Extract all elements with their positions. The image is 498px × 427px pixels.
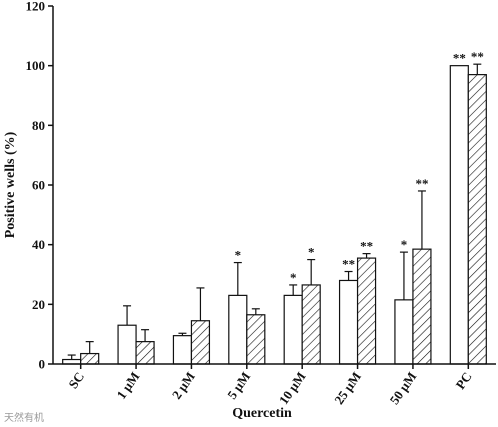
significance-marker: *	[290, 270, 297, 285]
bar-hatched	[190, 320, 211, 365]
y-tick-label: 80	[32, 118, 45, 133]
y-tick-label: 0	[39, 357, 46, 372]
y-tick-label: 100	[26, 58, 46, 73]
bar-open	[338, 279, 359, 365]
bar-hatched	[301, 284, 321, 365]
bar-hatched	[467, 74, 487, 365]
bar-open	[228, 294, 248, 365]
x-tick-label: 10 μM	[276, 369, 309, 407]
y-tick-label: 120	[26, 0, 46, 14]
x-tick-label: 5 μM	[224, 369, 253, 402]
y-axis-title: Positive wells (%)	[3, 131, 18, 238]
bar-open	[449, 65, 469, 365]
significance-marker: **	[360, 239, 373, 254]
significance-marker: **	[471, 49, 484, 64]
x-tick-label: 50 μM	[387, 369, 420, 407]
watermark-text: 天然有机	[4, 411, 44, 424]
y-tick-label: 40	[32, 237, 45, 252]
x-tick-label: SC	[65, 369, 87, 391]
bar-hatched	[135, 341, 155, 365]
x-tick-label: 2 μM	[169, 369, 198, 402]
x-tick-label: PC	[453, 369, 475, 392]
significance-marker: **	[415, 176, 428, 191]
significance-marker: **	[453, 51, 466, 66]
y-tick-label: 60	[32, 178, 45, 193]
bar-open	[172, 335, 193, 365]
bar-hatched	[356, 257, 377, 365]
bar-open	[283, 294, 303, 365]
bar-hatched	[412, 248, 432, 365]
bar-hatched	[246, 314, 266, 365]
x-axis-title: Quercetin	[232, 406, 292, 421]
significance-marker: *	[235, 248, 242, 263]
x-tick-label: 1 μM	[113, 369, 142, 402]
significance-marker: *	[308, 245, 315, 260]
bar-open	[117, 324, 137, 365]
y-tick-label: 20	[32, 297, 45, 312]
significance-marker: **	[342, 257, 355, 272]
bar-hatched	[80, 352, 100, 365]
bar-open	[394, 299, 414, 365]
x-tick-label: 25 μM	[331, 369, 364, 407]
significance-marker: *	[401, 237, 408, 252]
